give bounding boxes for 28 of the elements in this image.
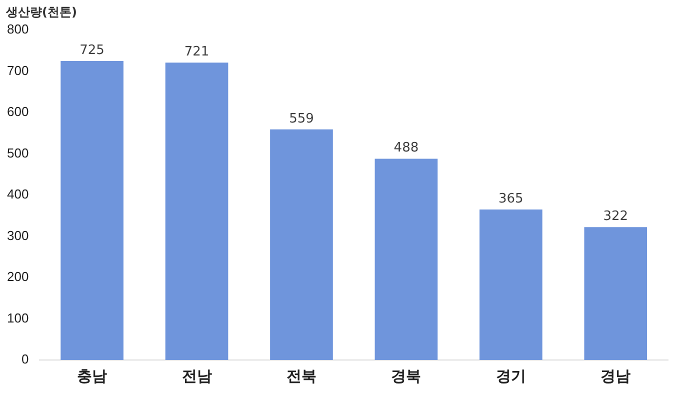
- data-label: 559: [289, 111, 314, 126]
- data-label: 721: [184, 44, 210, 60]
- x-tick-label: 충남: [77, 368, 108, 386]
- x-tick-label: 경북: [391, 368, 422, 386]
- x-tick-label: 경남: [600, 368, 631, 386]
- y-tick-label: 0: [21, 352, 29, 367]
- data-label: 365: [498, 191, 524, 206]
- y-axis-title: 생산량(천톤): [6, 4, 77, 21]
- bar: [480, 209, 542, 360]
- data-label: 725: [80, 42, 104, 58]
- y-tick-label: 400: [6, 186, 29, 202]
- bar: [374, 158, 438, 360]
- y-tick-label: 600: [6, 104, 29, 120]
- y-tick-label: 300: [6, 228, 29, 243]
- y-tick-label: 100: [6, 310, 29, 326]
- x-tick-label: 전남: [182, 368, 212, 386]
- y-tick-label: 500: [6, 145, 29, 160]
- data-label: 488: [394, 140, 419, 156]
- bar: [270, 129, 333, 360]
- bar: [165, 62, 228, 360]
- x-tick-label: 전북: [286, 368, 316, 386]
- y-tick-label: 800: [6, 22, 29, 37]
- y-tick-label: 200: [6, 269, 29, 284]
- bar: [584, 227, 648, 360]
- x-tick-label: 경기: [496, 368, 526, 386]
- bar: [60, 60, 124, 360]
- data-label: 322: [603, 209, 628, 224]
- y-tick-label: 700: [6, 62, 29, 78]
